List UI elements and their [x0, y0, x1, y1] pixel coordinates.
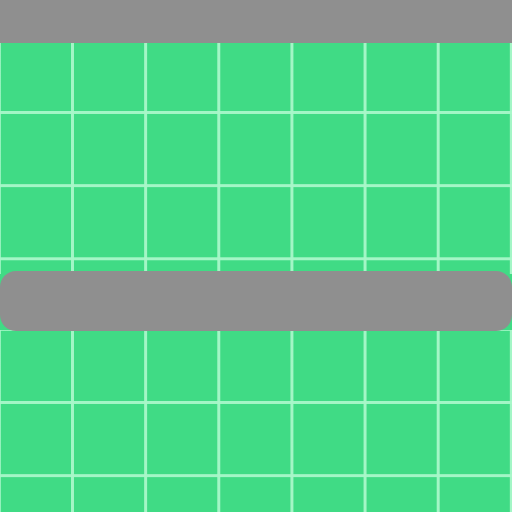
grass-grid-bottom: [0, 330, 512, 512]
grass-grid-top: [0, 40, 512, 274]
path-middle: [0, 271, 512, 331]
path-top: [0, 0, 512, 43]
